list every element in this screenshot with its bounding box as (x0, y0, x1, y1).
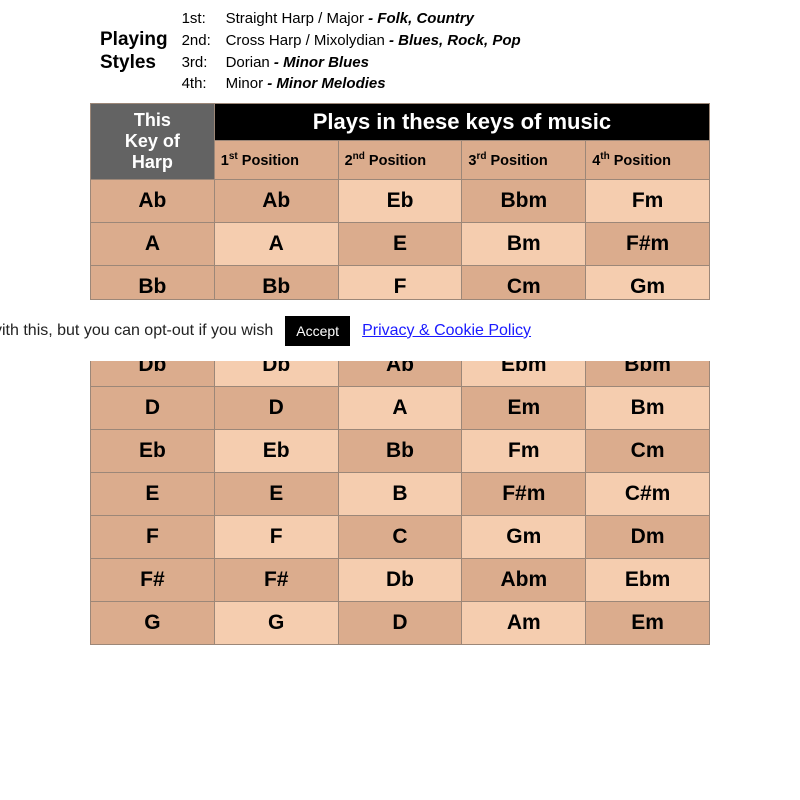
harp-table-top: This Key of Harp Plays in these keys of … (90, 103, 710, 300)
position-key-cell: Cm (462, 265, 586, 299)
position-key-cell: F# (214, 558, 338, 601)
position-key-cell: E (214, 472, 338, 515)
style-ordinal: 4th: (182, 73, 226, 95)
position-key-cell: Abm (462, 558, 586, 601)
style-name: Cross Harp / Mixolydian (226, 32, 385, 49)
style-ordinal: 1st: (182, 8, 226, 30)
position-key-cell: Fm (462, 429, 586, 472)
playing-styles-item: 1st:Straight Harp / Major - Folk, Countr… (182, 8, 521, 30)
position-key-cell: Em (586, 601, 710, 644)
position-key-cell: Eb (338, 179, 462, 222)
position-key-cell: B (338, 472, 462, 515)
position-key-cell: F#m (462, 472, 586, 515)
cookie-text: vith this, but you can opt-out if you wi… (0, 322, 273, 340)
harp-key-cell: Bb (91, 265, 215, 299)
table-row: F#F#DbAbmEbm (91, 558, 710, 601)
privacy-policy-link[interactable]: Privacy & Cookie Policy (362, 322, 531, 340)
col-header-key-of-harp: This Key of Harp (91, 104, 215, 180)
cookie-bar: vith this, but you can opt-out if you wi… (0, 300, 800, 361)
position-key-cell: A (214, 222, 338, 265)
harp-key-cell: Eb (91, 429, 215, 472)
position-key-cell: F#m (586, 222, 710, 265)
position-key-cell: Bm (586, 386, 710, 429)
position-key-cell: Gm (586, 265, 710, 299)
col-header-position: 3rd Position (462, 141, 586, 180)
position-key-cell: Bbm (462, 179, 586, 222)
position-key-cell: Cm (586, 429, 710, 472)
position-key-cell: E (338, 222, 462, 265)
col-header-position: 4th Position (586, 141, 710, 180)
position-key-cell: Bb (214, 265, 338, 299)
harp-key-cell: Ab (91, 179, 215, 222)
position-key-cell: Dm (586, 515, 710, 558)
playing-styles-item: 2nd:Cross Harp / Mixolydian - Blues, Roc… (182, 30, 521, 52)
col-header-position: 1st Position (214, 141, 338, 180)
position-key-cell: Ab (214, 179, 338, 222)
position-key-cell: Am (462, 601, 586, 644)
col-header-plays-in: Plays in these keys of music (214, 104, 709, 141)
style-ordinal: 2nd: (182, 30, 226, 52)
position-key-cell: D (214, 386, 338, 429)
position-key-cell: Bb (338, 429, 462, 472)
position-key-cell: F (338, 265, 462, 299)
style-name: Straight Harp / Major (226, 10, 364, 27)
position-key-cell: G (214, 601, 338, 644)
position-key-cell: Em (462, 386, 586, 429)
playing-styles-label: Playing Styles (100, 29, 182, 75)
style-genre: - Blues, Rock, Pop (385, 32, 521, 49)
position-key-cell: F (214, 515, 338, 558)
harp-key-cell: E (91, 472, 215, 515)
table-row: GGDAmEm (91, 601, 710, 644)
style-name: Dorian (226, 54, 270, 71)
position-key-cell: C (338, 515, 462, 558)
position-key-cell: Fm (586, 179, 710, 222)
table-row: AAEBmF#m (91, 222, 710, 265)
style-name: Minor (226, 75, 264, 92)
style-genre: - Folk, Country (364, 10, 474, 27)
position-key-cell: C#m (586, 472, 710, 515)
table-row: DDAEmBm (91, 386, 710, 429)
harp-key-cell: D (91, 386, 215, 429)
table-row: AbAbEbBbmFm (91, 179, 710, 222)
position-key-cell: Ebm (586, 558, 710, 601)
style-genre: - Minor Blues (270, 54, 369, 71)
position-key-cell: Gm (462, 515, 586, 558)
position-key-cell: Bm (462, 222, 586, 265)
harp-key-cell: F (91, 515, 215, 558)
playing-styles-block: Playing Styles 1st:Straight Harp / Major… (90, 0, 710, 103)
page-wrap: Playing Styles 1st:Straight Harp / Major… (0, 0, 800, 645)
playing-styles-item: 3rd:Dorian - Minor Blues (182, 52, 521, 74)
harp-key-cell: A (91, 222, 215, 265)
playing-styles-item: 4th:Minor - Minor Melodies (182, 73, 521, 95)
table-row: BbBbFCmGm (91, 265, 710, 299)
playing-styles-list: 1st:Straight Harp / Major - Folk, Countr… (182, 8, 521, 95)
col-header-position: 2nd Position (338, 141, 462, 180)
harp-key-cell: G (91, 601, 215, 644)
style-ordinal: 3rd: (182, 52, 226, 74)
table-row: FFCGmDm (91, 515, 710, 558)
position-key-cell: Eb (214, 429, 338, 472)
accept-button[interactable]: Accept (285, 316, 350, 346)
position-key-cell: A (338, 386, 462, 429)
position-key-cell: D (338, 601, 462, 644)
harp-key-cell: F# (91, 558, 215, 601)
table-row: EEBF#mC#m (91, 472, 710, 515)
style-genre: - Minor Melodies (263, 75, 386, 92)
table-row: EbEbBbFmCm (91, 429, 710, 472)
position-key-cell: Db (338, 558, 462, 601)
